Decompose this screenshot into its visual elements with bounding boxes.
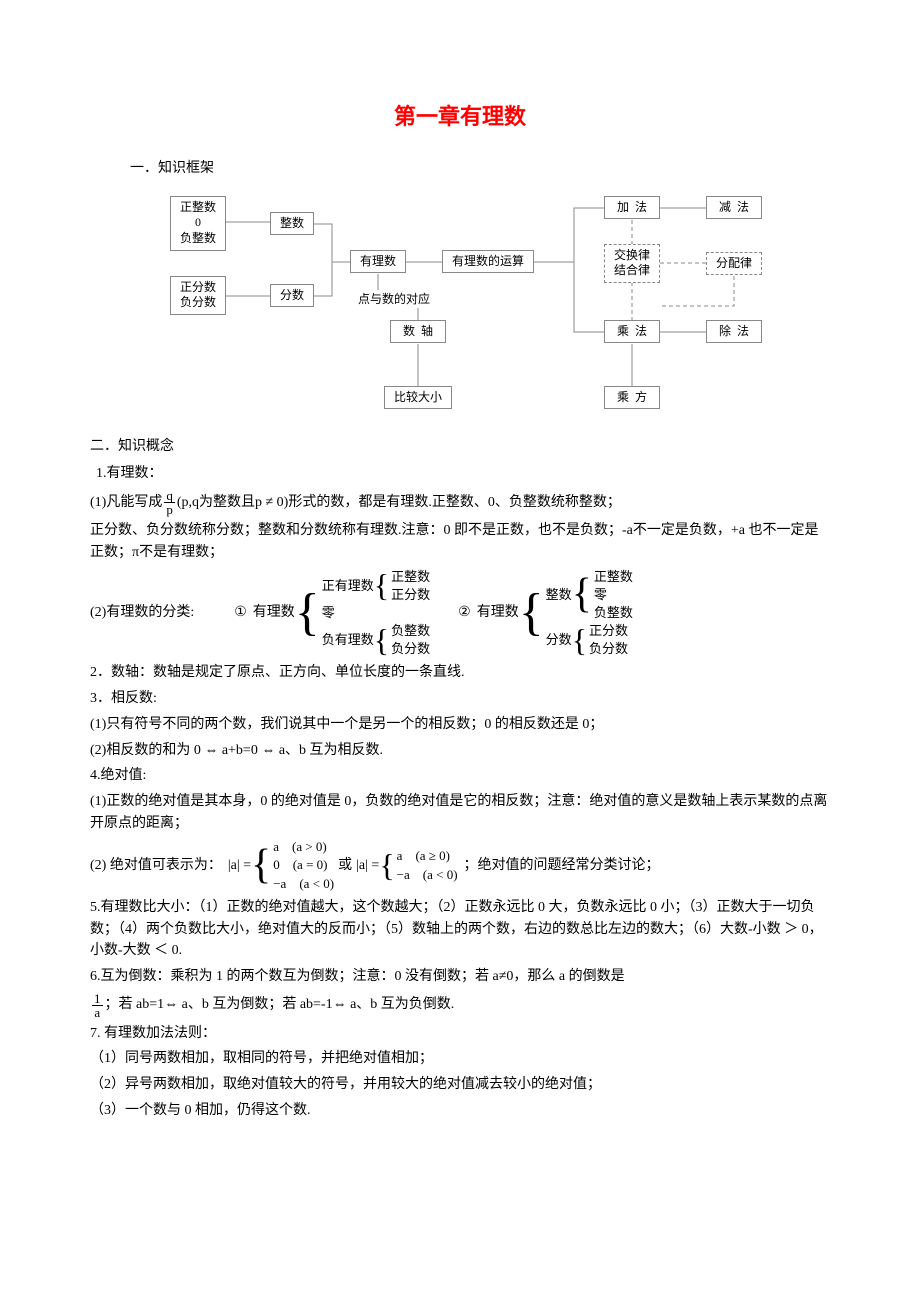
p3-heading: 3．相反数: xyxy=(90,688,830,710)
p3-l1: (1)只有符号不同的两个数，我们说其中一个是另一个的相反数；0 的相反数还是 0… xyxy=(90,714,830,736)
node-compare: 比较大小 xyxy=(384,386,452,410)
frac-1a-den: a xyxy=(92,1005,103,1019)
node-positive-integers: 正整数 0 负整数 xyxy=(170,196,226,251)
section1-heading: 一．知识框架 xyxy=(130,158,830,180)
p6-l2-row: 1 a ；若 ab=1⇔ a、b 互为倒数；若 ab=-1⇔ a、b 互为负倒数… xyxy=(90,992,830,1019)
p7-heading: 7. 有理数加法法则： xyxy=(90,1023,830,1045)
node-point-number: 点与数的对应 xyxy=(358,290,430,309)
tree1-zero: 零 xyxy=(322,604,430,622)
p4-l2-prefix: (2) 绝对值可表示为： xyxy=(90,855,222,877)
node-integers: 整数 xyxy=(270,212,314,236)
node-number-line: 数 轴 xyxy=(390,320,446,344)
p7-l1: （1）同号两数相加，取相同的符号，并把绝对值相加； xyxy=(90,1048,830,1070)
tree1-posfrac: 正分数 xyxy=(391,586,430,604)
tree2-int: 整数 xyxy=(546,586,572,604)
p4-l2: (2) 绝对值可表示为： |a| = { a (a > 0) 0 (a = 0)… xyxy=(90,838,830,893)
p1-2-row: (2)有理数的分类: ① 有理数 { 正有理数 { 正整数 正分数 零 负有理数… xyxy=(90,568,830,659)
tree1-root: 有理数 xyxy=(253,602,295,624)
abs2-r0: a (a ≥ 0) xyxy=(397,847,458,865)
node-power: 乘 方 xyxy=(604,386,660,410)
tree2-zero: 零 xyxy=(594,586,633,604)
node-distributive: 分配律 xyxy=(706,252,762,276)
tree1-negfrac: 负分数 xyxy=(391,640,430,658)
tree2-root: 有理数 xyxy=(477,602,519,624)
p5: 5.有理数比大小：（1）正数的绝对值越大，这个数越大；（2）正数永远比 0 大，… xyxy=(90,897,830,962)
p1-heading: 1.有理数： xyxy=(96,463,830,485)
node-addition: 加 法 xyxy=(604,196,660,220)
node-rational: 有理数 xyxy=(350,250,406,274)
node-laws: 交换律 结合律 xyxy=(604,244,660,283)
node-multiplication: 乘 法 xyxy=(604,320,660,344)
p1-1-cond: (p,q为整数且p ≠ 0) xyxy=(177,492,289,514)
node-subtraction: 减 法 xyxy=(706,196,762,220)
frac-1a-num: 1 xyxy=(92,992,103,1005)
p4-heading: 4.绝对值: xyxy=(90,765,830,787)
section2-heading: 二．知识概念 xyxy=(90,436,830,458)
abs1-r0: a (a > 0) xyxy=(273,838,334,856)
tree1-pos: 正有理数 xyxy=(322,577,374,595)
p1-2-prefix: (2)有理数的分类: xyxy=(90,602,194,624)
fraction-1a: 1 a xyxy=(92,992,103,1019)
tree1-neg: 负有理数 xyxy=(322,631,374,649)
circled-1: ① xyxy=(234,602,247,624)
tree2-posint: 正整数 xyxy=(594,568,633,586)
frac-den: p xyxy=(164,502,175,516)
p1-1-prefix: (1)凡能写成 xyxy=(90,492,162,514)
tree2-negint: 负整数 xyxy=(594,604,633,622)
p4-or: 或 xyxy=(338,855,352,877)
node-division: 除 法 xyxy=(706,320,762,344)
p1-1: (1)凡能写成 q p (p,q为整数且p ≠ 0) 形式的数，都是有理数.正整… xyxy=(90,489,830,516)
tree1: { 正有理数 { 正整数 正分数 零 负有理数 { 负整数 负分数 xyxy=(295,568,430,659)
node-fractions: 分数 xyxy=(270,284,314,308)
abs1-r2: −a (a < 0) xyxy=(273,875,334,893)
p2: 2．数轴：数轴是规定了原点、正方向、单位长度的一条直线. xyxy=(90,662,830,684)
node-operations: 有理数的运算 xyxy=(442,250,534,274)
abs1-lhs: |a| = xyxy=(228,855,251,877)
p7-l3: （3）一个数与 0 相加，仍得这个数. xyxy=(90,1100,830,1122)
tree2-negfrac: 负分数 xyxy=(589,640,628,658)
circled-2: ② xyxy=(458,602,471,624)
p6-l2: ；若 ab=1⇔ a、b 互为倒数；若 ab=-1⇔ a、b 互为负倒数. xyxy=(105,994,455,1016)
abs1-r1: 0 (a = 0) xyxy=(273,856,334,874)
p7-l2: （2）异号两数相加，取绝对值较大的符号，并用较大的绝对值减去较小的绝对值； xyxy=(90,1074,830,1096)
frac-num: q xyxy=(164,489,175,502)
diagram-edges xyxy=(150,186,790,426)
tree2-frac: 分数 xyxy=(546,631,572,649)
p1-1-tail: 形式的数，都是有理数.正整数、0、负整数统称整数； xyxy=(288,492,621,514)
tree2: { 整数 { 正整数 零 负整数 分数 { 正分数 负分数 xyxy=(519,568,633,659)
abs2-r1: −a (a < 0) xyxy=(397,866,458,884)
p4-l1: (1)正数的绝对值是其本身，0 的绝对值是 0，负数的绝对值是它的相反数；注意：… xyxy=(90,791,830,834)
chapter-title: 第一章有理数 xyxy=(90,100,830,134)
knowledge-framework-diagram: 正整数 0 负整数 整数 正分数 负分数 分数 有理数 有理数的运算 点与数的对… xyxy=(150,186,790,426)
node-fractions-pn: 正分数 负分数 xyxy=(170,276,226,315)
tree2-posfrac: 正分数 xyxy=(589,622,628,640)
tree1-posint: 正整数 xyxy=(391,568,430,586)
p1-1-line2: 正分数、负分数统称分数；整数和分数统称有理数.注意：0 即不是正数，也不是负数；… xyxy=(90,520,830,563)
p6-l1: 6.互为倒数：乘积为 1 的两个数互为倒数；注意：0 没有倒数；若 a≠0，那么… xyxy=(90,966,830,988)
p4-tail: ；绝对值的问题经常分类讨论； xyxy=(464,855,660,877)
fraction-qp: q p xyxy=(164,489,175,516)
tree1-negint: 负整数 xyxy=(391,622,430,640)
p3-l2: (2)相反数的和为 0 ⇔ a+b=0 ⇔ a、b 互为相反数. xyxy=(90,740,830,762)
abs2-lhs: |a| = xyxy=(356,855,379,877)
